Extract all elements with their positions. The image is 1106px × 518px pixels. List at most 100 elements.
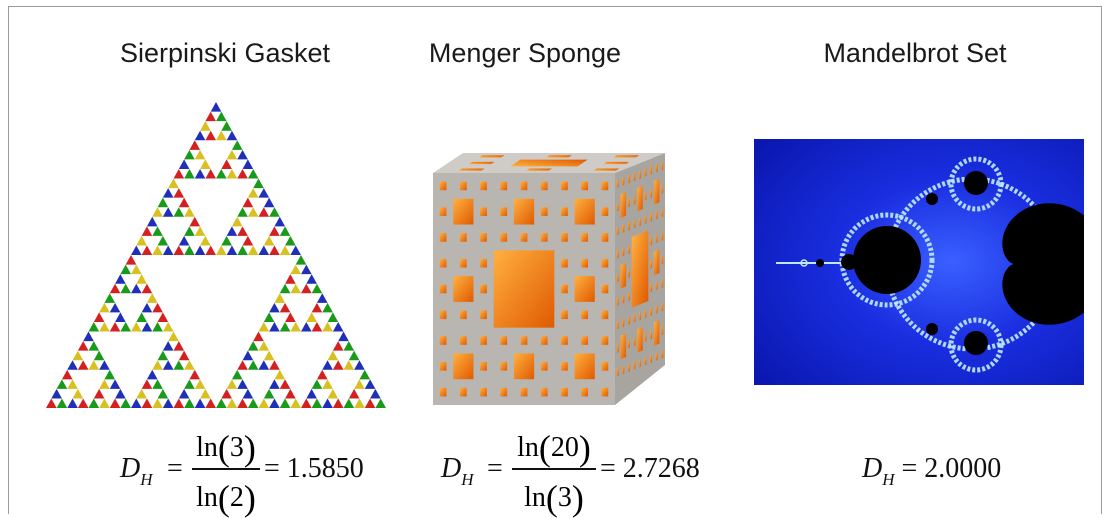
sponge-hole	[653, 320, 660, 346]
sponge-hole	[601, 387, 609, 397]
gasket-triangle	[125, 255, 137, 265]
sponge-hole	[650, 166, 653, 175]
sponge-side-face	[615, 153, 665, 405]
sponge-hole	[500, 181, 508, 191]
gasket-triangle	[237, 149, 248, 160]
sponge-hole	[633, 172, 636, 182]
gasket-triangle	[242, 388, 254, 399]
gasket-triangle	[226, 398, 238, 408]
mandelbrot-minibulb	[841, 254, 857, 270]
sponge-hole	[581, 387, 589, 397]
sponge-hole	[620, 333, 627, 360]
gasket-triangle	[242, 159, 254, 169]
sponge-hole	[574, 198, 595, 225]
sponge-hole	[627, 198, 630, 208]
sponge-hole	[453, 353, 474, 380]
fraction-menger: ln(20) ln(3)	[512, 423, 596, 518]
panel-title-mandelbrot: Mandelbrot Set	[823, 38, 1007, 68]
sponge-hole	[627, 222, 630, 231]
sponge-hole	[616, 297, 619, 306]
sponge-hole	[650, 330, 653, 340]
gasket-triangle	[221, 159, 232, 169]
gasket-triangle	[301, 398, 312, 408]
gasket-triangle	[120, 321, 131, 332]
gasket-triangle	[184, 379, 195, 389]
gasket-triangle	[279, 398, 291, 408]
sponge-hole	[653, 178, 660, 205]
gasket-triangle	[301, 321, 312, 332]
sponge-hole	[650, 236, 653, 246]
sponge-hole	[650, 354, 653, 364]
gasket-triangle	[93, 388, 105, 399]
gasket-triangle	[269, 379, 280, 389]
gasket-triangle	[290, 264, 301, 275]
sponge-hole	[627, 174, 630, 184]
sponge-hole	[655, 210, 658, 220]
gasket-triangle	[263, 312, 275, 322]
sponge-hole	[650, 189, 653, 199]
gasket-triangle	[99, 321, 110, 332]
sponge-hole	[661, 208, 664, 218]
gasket-triangle	[231, 369, 243, 380]
sponge-hole	[480, 233, 487, 242]
gasket-triangle	[168, 331, 179, 342]
equals-sign-2: =	[487, 453, 503, 484]
formula-menger: DH	[441, 453, 474, 489]
gasket-triangle	[327, 350, 339, 361]
sponge-hole	[622, 177, 625, 186]
sponge-hole	[601, 284, 609, 294]
sponge-hole	[616, 202, 619, 212]
sponge-hole	[540, 336, 548, 345]
gasket-triangle	[109, 379, 121, 389]
gasket-triangle	[290, 398, 301, 408]
sponge-hole	[633, 314, 636, 323]
sponge-hole	[458, 168, 485, 171]
sponge-hole	[637, 326, 643, 353]
gasket-triangle	[162, 207, 174, 217]
sponge-hole	[500, 233, 508, 242]
gasket-triangle	[83, 331, 94, 342]
sponge-hole	[540, 233, 548, 242]
gasket-triangle	[269, 321, 280, 332]
gasket-triangle	[93, 350, 105, 361]
gasket-triangle	[109, 321, 121, 332]
gasket-triangle	[258, 321, 270, 332]
sponge-hole	[639, 311, 641, 321]
gasket-triangle	[136, 235, 147, 246]
gasket-triangle	[173, 168, 185, 179]
gasket-triangle	[120, 283, 131, 294]
gasket-triangle	[109, 398, 121, 408]
gasket-triangle	[136, 274, 147, 284]
gasket-triangle	[104, 293, 116, 303]
gasket-triangle	[226, 168, 238, 179]
sponge-hole	[459, 258, 467, 268]
gasket-triangle	[285, 235, 296, 246]
gasket-triangle	[279, 379, 291, 389]
gasket-triangle	[216, 245, 227, 255]
sponge-hole	[540, 362, 548, 371]
gasket-triangle	[131, 283, 142, 294]
gasket-triangle	[290, 283, 301, 294]
gasket-triangle	[258, 398, 270, 408]
sponge-hole	[639, 170, 641, 180]
gasket-triangle	[237, 207, 248, 217]
gasket-triangle	[247, 207, 259, 217]
figure-frame	[8, 6, 1102, 514]
sponge-hole	[653, 249, 660, 276]
gasket-triangle	[263, 235, 275, 246]
sponge-hole	[510, 159, 588, 167]
menger-sponge-image	[433, 153, 665, 405]
gasket-triangle	[311, 379, 323, 389]
sponge-top-face	[433, 153, 665, 173]
sponge-hole	[581, 233, 589, 242]
gasket-triangle	[263, 350, 275, 361]
gasket-triangle	[178, 350, 190, 361]
gasket-triangle	[210, 102, 222, 112]
sponge-hole	[493, 250, 555, 328]
gasket-triangle	[258, 360, 270, 370]
gasket-triangle	[189, 369, 201, 380]
mandelbrot-minibulb	[926, 323, 938, 335]
gasket-triangle	[221, 121, 232, 131]
gasket-triangle	[178, 235, 190, 246]
gasket-triangle	[184, 398, 195, 408]
